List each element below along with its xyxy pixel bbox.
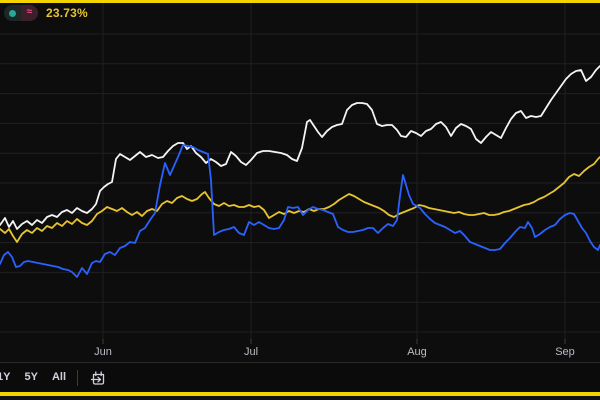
series-color-dot-icon bbox=[9, 9, 16, 17]
series-line-blue bbox=[0, 144, 600, 278]
legend-toggle-pill[interactable]: ≈ bbox=[4, 5, 38, 21]
approx-equals-icon: ≈ bbox=[26, 6, 33, 18]
top-accent-border bbox=[0, 0, 600, 3]
calendar-arrow-icon bbox=[90, 371, 105, 385]
x-axis-label-aug: Aug bbox=[407, 346, 427, 358]
timeframe-button-all[interactable]: All bbox=[51, 371, 66, 383]
x-axis-label-jul: Jul bbox=[244, 346, 258, 358]
visibility-toggle[interactable] bbox=[4, 5, 21, 21]
series-line-white bbox=[0, 65, 600, 230]
chart-area[interactable]: Jun Jul Aug Sep bbox=[0, 3, 600, 362]
timeframe-button-5y[interactable]: 5Y bbox=[24, 371, 38, 383]
change-percent-value: 23.73% bbox=[46, 6, 88, 20]
percent-mode-toggle[interactable]: ≈ bbox=[21, 5, 38, 21]
x-axis-label-jun: Jun bbox=[94, 346, 112, 358]
toolbar-separator bbox=[77, 369, 78, 386]
timeframe-button-1y[interactable]: 1Y bbox=[0, 371, 11, 383]
go-to-date-button[interactable] bbox=[84, 367, 113, 388]
series-legend: ≈ 23.73% bbox=[4, 5, 88, 21]
bottom-toolbar: 1Y 5Y All bbox=[0, 363, 600, 392]
price-chart[interactable]: Jun Jul Aug Sep bbox=[0, 3, 600, 362]
series-line-yellow bbox=[0, 156, 600, 243]
window-edge bbox=[0, 396, 600, 400]
toolbar-divider bbox=[0, 362, 600, 363]
bottom-accent-border bbox=[0, 392, 600, 396]
x-axis-label-sep: Sep bbox=[555, 346, 575, 358]
